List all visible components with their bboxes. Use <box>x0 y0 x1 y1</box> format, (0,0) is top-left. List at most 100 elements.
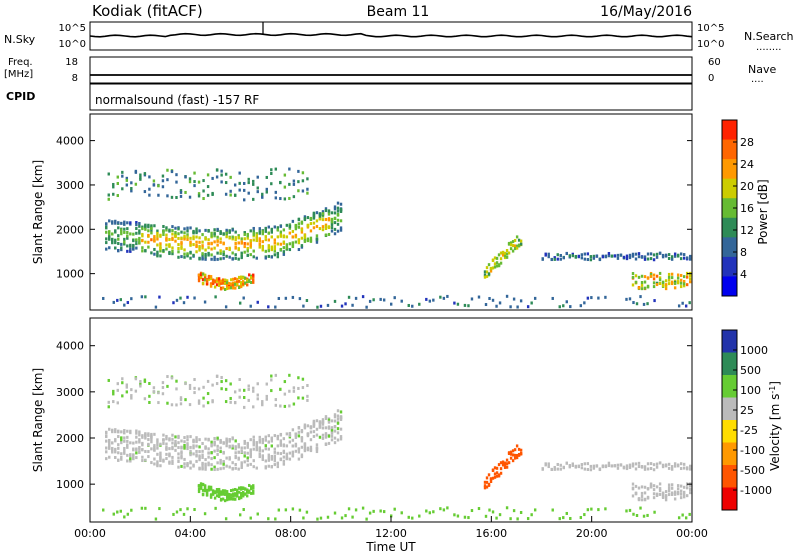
power-cell <box>231 286 235 290</box>
power-cell <box>485 270 489 274</box>
velocity-cell <box>256 397 259 401</box>
power-cell <box>252 182 255 186</box>
velocity-cell <box>252 465 255 469</box>
power-cell <box>188 177 192 181</box>
velocity-cell <box>114 450 117 454</box>
colorbar-tick-label: -25 <box>740 424 758 437</box>
power-cell <box>147 229 150 233</box>
velocity-cell <box>515 453 519 457</box>
power-cell <box>221 286 225 290</box>
power-cell <box>677 304 681 308</box>
power-cell <box>201 253 204 257</box>
velocity-cell <box>315 450 319 454</box>
power-cell <box>463 303 467 307</box>
power-cell <box>592 256 596 260</box>
power-cell <box>134 182 138 186</box>
velocity-cell <box>688 487 692 491</box>
velocity-cell <box>324 417 328 421</box>
velocity-cell <box>234 451 237 455</box>
power-cell <box>273 249 277 253</box>
velocity-cell <box>315 427 319 431</box>
velocity-cell <box>297 376 300 380</box>
velocity-cell <box>306 448 310 452</box>
velocity-cell <box>292 402 296 406</box>
power-cell <box>519 239 523 243</box>
velocity-cell <box>195 438 198 442</box>
velocity-cell <box>222 460 225 464</box>
velocity-cell <box>446 506 449 510</box>
velocity-cell <box>205 491 209 495</box>
power-cell <box>312 216 316 220</box>
power-cell <box>144 249 147 253</box>
velocity-cell <box>553 467 556 471</box>
velocity-cell <box>488 508 491 512</box>
power-cell <box>653 299 656 303</box>
velocity-cell <box>315 433 319 437</box>
power-cell <box>291 219 295 223</box>
velocity-cell <box>336 431 340 435</box>
power-cell <box>221 278 225 282</box>
power-cell <box>189 226 192 230</box>
velocity-cell <box>179 396 183 400</box>
power-cell <box>123 237 126 241</box>
velocity-cell <box>279 387 282 391</box>
power-cell <box>505 252 509 256</box>
velocity-cell <box>303 447 307 451</box>
velocity-cell <box>312 430 316 434</box>
velocity-cell <box>225 490 229 494</box>
velocity-cell <box>291 451 295 455</box>
colorbar-tick-label: -100 <box>740 444 765 457</box>
power-cell <box>324 224 328 228</box>
velocity-cell <box>166 384 169 388</box>
velocity-cell <box>499 461 503 465</box>
velocity-cell <box>222 441 225 445</box>
velocity-cell <box>120 437 123 441</box>
velocity-cell <box>215 374 219 378</box>
power-cell <box>418 302 421 306</box>
velocity-cell <box>120 438 123 442</box>
power-cell <box>252 280 255 284</box>
velocity-cell <box>499 467 503 471</box>
velocity-cell <box>688 484 692 488</box>
power-cell <box>184 190 187 194</box>
power-cell <box>333 227 337 231</box>
velocity-cell <box>105 439 108 443</box>
velocity-cell <box>117 443 120 447</box>
velocity-cell <box>195 459 198 463</box>
velocity-cell <box>300 436 304 440</box>
power-cell <box>249 245 252 249</box>
power-cell <box>111 238 114 242</box>
velocity-cell <box>132 457 135 461</box>
velocity-cell <box>354 508 358 512</box>
power-cell <box>210 241 213 245</box>
power-cell <box>580 256 584 260</box>
velocity-cell <box>601 465 605 469</box>
power-cell <box>583 257 587 261</box>
power-cell <box>213 234 216 238</box>
power-cell <box>577 254 581 258</box>
velocity-cell <box>258 448 261 452</box>
velocity-cell <box>565 511 568 515</box>
velocity-cell <box>312 422 316 426</box>
velocity-cell <box>202 396 205 400</box>
velocity-cell <box>368 511 372 515</box>
velocity-cell <box>634 467 638 471</box>
power-cell <box>513 247 517 251</box>
freq-panel: Freq. [MHz] 18 8 60 0 Nave .... <box>4 56 776 85</box>
power-cell <box>233 281 237 285</box>
velocity-cell <box>682 485 686 489</box>
velocity-cell <box>495 466 499 470</box>
power-cell <box>667 272 671 276</box>
power-cell <box>684 304 688 308</box>
velocity-cell <box>306 446 310 450</box>
velocity-cell <box>592 466 596 470</box>
velocity-cell <box>150 447 153 451</box>
velocity-cell <box>234 447 237 451</box>
velocity-cell <box>107 405 110 409</box>
power-cell <box>135 242 138 246</box>
power-cell <box>309 236 313 240</box>
velocity-cell <box>586 508 590 512</box>
velocity-cell <box>324 435 328 439</box>
power-cell <box>138 229 141 233</box>
power-cell <box>382 298 386 302</box>
